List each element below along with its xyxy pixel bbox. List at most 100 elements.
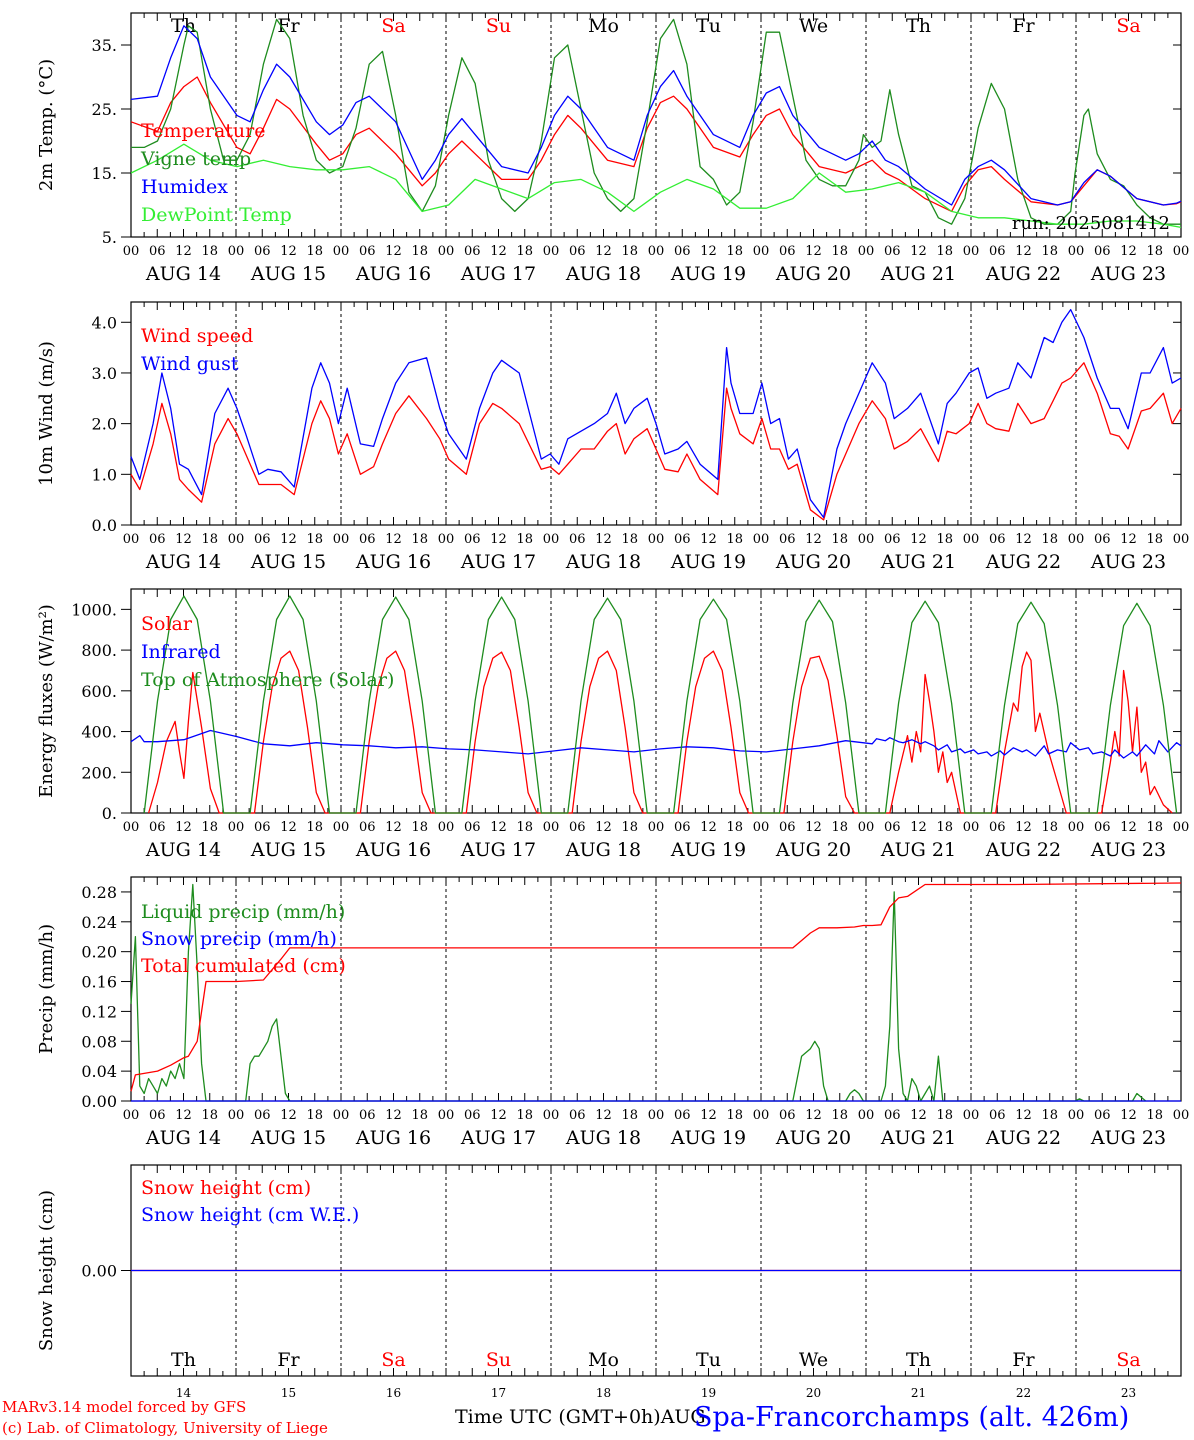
hour-label: 06 — [149, 1108, 166, 1123]
hour-label: 12 — [280, 820, 297, 835]
date-label: AUG 16 — [355, 839, 431, 861]
hour-label: 06 — [149, 532, 166, 547]
day-number-label: 14 — [176, 1386, 192, 1400]
hour-label: 06 — [884, 244, 901, 259]
day-of-week-label: Fr — [277, 15, 300, 37]
date-label: AUG 23 — [1090, 551, 1166, 573]
date-label: AUG 23 — [1090, 263, 1166, 285]
hour-label: 00 — [858, 820, 875, 835]
hour-label: 06 — [779, 244, 796, 259]
hour-label: 00 — [123, 532, 140, 547]
y-tick-label: 0. — [102, 804, 117, 823]
hour-label: 12 — [1120, 532, 1137, 547]
hour-label: 00 — [228, 532, 245, 547]
hour-label: 18 — [1146, 820, 1163, 835]
hour-label: 12 — [595, 532, 612, 547]
day-of-week-label: Mo — [588, 1349, 619, 1371]
panel-frame — [130, 301, 1182, 526]
date-label: AUG 23 — [1090, 839, 1166, 861]
hour-label: 12 — [1015, 532, 1032, 547]
legend-entry: Infrared — [141, 641, 221, 663]
hour-label: 18 — [831, 1108, 848, 1123]
hour-label: 18 — [936, 1108, 953, 1123]
hour-label: 12 — [1015, 820, 1032, 835]
hour-label: 00 — [1173, 244, 1190, 259]
legend-entry: Vigne temp — [140, 148, 251, 170]
hour-label: 00 — [438, 532, 455, 547]
y-tick-label: 1000. — [71, 600, 117, 619]
station-title: Spa-Francorchamps (alt. 426m) — [694, 1402, 1130, 1433]
hour-label: 00 — [438, 820, 455, 835]
hour-label: 12 — [385, 244, 402, 259]
hour-label: 06 — [779, 820, 796, 835]
hour-label: 18 — [1041, 820, 1058, 835]
date-label: AUG 16 — [355, 1127, 431, 1149]
series-line-infrared — [130, 729, 1182, 759]
hour-label: 18 — [1146, 532, 1163, 547]
legend-entry: DewPoint Temp — [141, 204, 292, 226]
date-label: AUG 14 — [145, 839, 221, 861]
hour-label: 18 — [936, 244, 953, 259]
hour-label: 00 — [438, 1108, 455, 1123]
series-line-top-of-atmosphere-solar — [143, 595, 1178, 814]
date-label: AUG 19 — [670, 263, 746, 285]
date-label: AUG 20 — [775, 839, 851, 861]
legend-entry: Wind gust — [141, 353, 239, 375]
y-tick-label: 200. — [81, 763, 117, 782]
hour-label: 18 — [726, 1108, 743, 1123]
hour-label: 00 — [1068, 820, 1085, 835]
hour-label: 00 — [123, 244, 140, 259]
model-credit: MARv3.14 model forced by GFS — [2, 1398, 247, 1416]
hour-label: 00 — [1068, 532, 1085, 547]
legend-entry: Snow height (cm W.E.) — [141, 1204, 359, 1226]
hour-label: 12 — [280, 1108, 297, 1123]
hour-label: 12 — [805, 1108, 822, 1123]
hour-label: 00 — [333, 532, 350, 547]
date-label: AUG 15 — [250, 263, 326, 285]
y-tick-label: 800. — [81, 641, 117, 660]
y-tick-label: 15. — [92, 164, 117, 183]
hour-label: 06 — [674, 532, 691, 547]
day-of-week-label: Su — [486, 1349, 511, 1371]
date-label: AUG 15 — [250, 839, 326, 861]
date-label: AUG 21 — [880, 263, 956, 285]
day-number-label: 20 — [806, 1386, 821, 1400]
hour-label: 00 — [963, 532, 980, 547]
hour-label: 06 — [254, 820, 271, 835]
y-tick-label: 0.28 — [81, 883, 117, 902]
y-tick-label: 0.04 — [81, 1062, 117, 1081]
hour-label: 12 — [1120, 1108, 1137, 1123]
hour-label: 06 — [569, 532, 586, 547]
panel-frame — [130, 588, 1182, 814]
y-axis-title: Precip (mm/h) — [36, 924, 57, 1054]
date-label: AUG 21 — [880, 1127, 956, 1149]
hour-label: 06 — [989, 1108, 1006, 1123]
hour-label: 12 — [1015, 244, 1032, 259]
hour-label: 18 — [726, 244, 743, 259]
day-number-label: 18 — [596, 1386, 611, 1400]
hour-label: 12 — [490, 532, 507, 547]
hour-label: 00 — [963, 820, 980, 835]
hour-label: 06 — [359, 1108, 376, 1123]
hour-label: 18 — [831, 820, 848, 835]
series-line-temperature — [130, 76, 1182, 213]
date-label: AUG 15 — [250, 1127, 326, 1149]
hour-label: 06 — [254, 532, 271, 547]
day-of-week-label: Su — [486, 15, 511, 37]
hour-label: 00 — [1173, 532, 1190, 547]
date-label: AUG 16 — [355, 263, 431, 285]
lab-credit: (c) Lab. of Climatology, University of L… — [2, 1419, 328, 1437]
series-line-wind-speed — [130, 362, 1182, 521]
hour-label: 18 — [621, 532, 638, 547]
hour-label: 06 — [359, 532, 376, 547]
date-label: AUG 17 — [460, 839, 536, 861]
date-label: AUG 21 — [880, 839, 956, 861]
hour-label: 12 — [490, 820, 507, 835]
hour-label: 06 — [254, 244, 271, 259]
legend-entry: Total cumulated (cm) — [141, 955, 346, 977]
hour-label: 18 — [516, 1108, 533, 1123]
day-of-week-label: We — [799, 15, 828, 37]
hour-label: 12 — [175, 820, 192, 835]
y-tick-label: 3.0 — [92, 364, 117, 383]
